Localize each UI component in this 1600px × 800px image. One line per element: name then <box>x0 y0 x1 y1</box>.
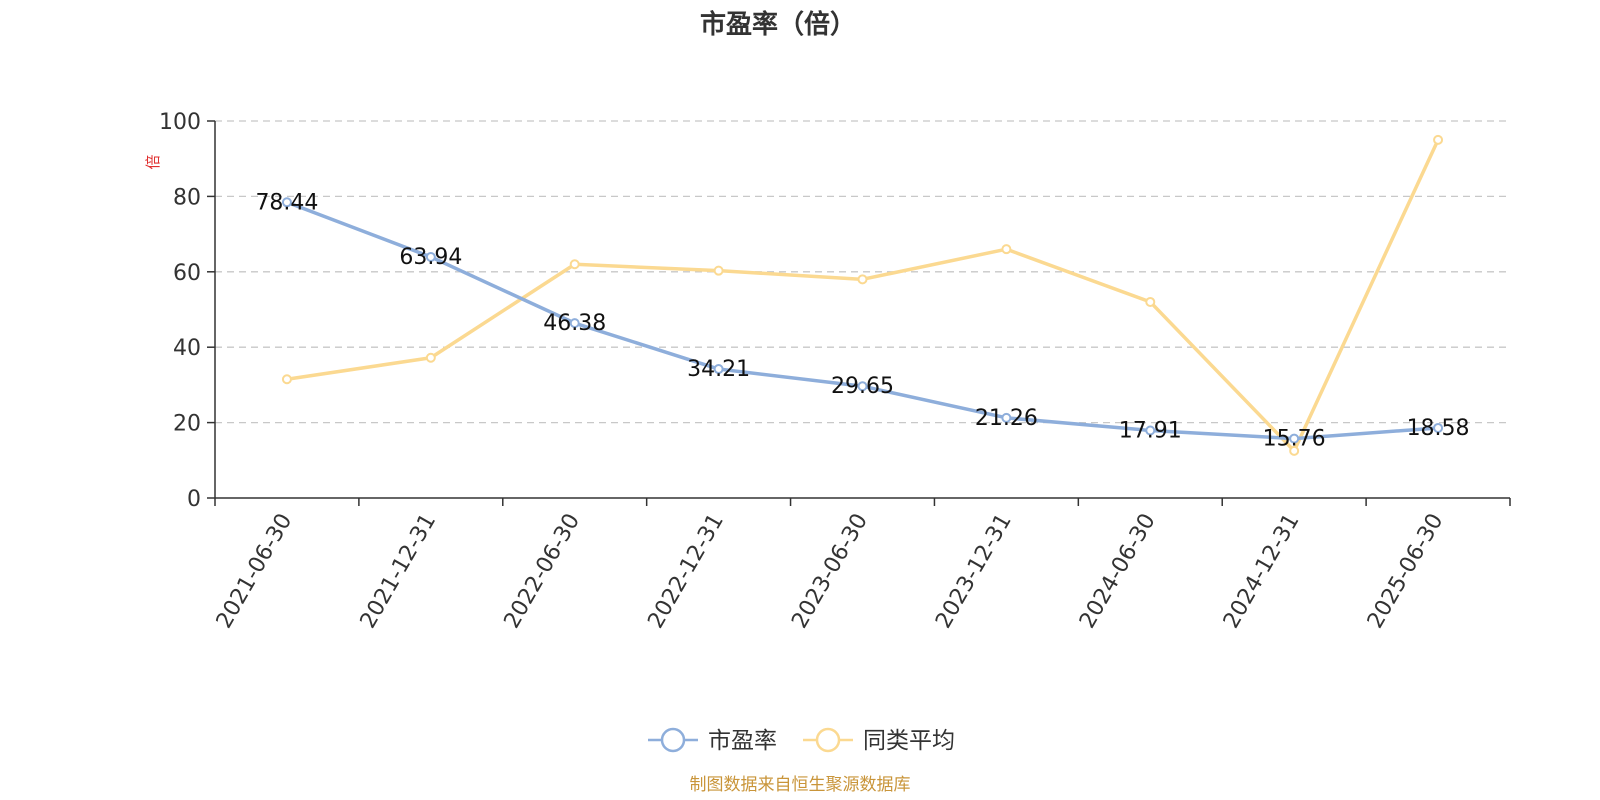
data-point[interactable] <box>713 265 724 276</box>
legend[interactable]: 市盈率 同类平均 <box>648 727 955 754</box>
data-label: 29.65 <box>831 374 894 399</box>
data-points <box>281 134 1444 456</box>
data-label: 78.44 <box>255 190 318 215</box>
y-tick-label: 20 <box>173 412 201 437</box>
data-point[interactable] <box>857 381 868 392</box>
source-note: 制图数据来自恒生聚源数据库 <box>690 775 911 795</box>
data-point[interactable] <box>569 318 580 329</box>
series-lines <box>286 139 1440 453</box>
y-tick-label: 40 <box>173 336 201 361</box>
y-axis-unit: 倍 <box>144 154 162 169</box>
x-tick-label: 2024-12-31 <box>1219 510 1305 633</box>
y-tick-label: 0 <box>187 487 201 512</box>
y-tick-label: 60 <box>173 261 201 286</box>
data-point[interactable] <box>425 352 436 363</box>
data-point[interactable] <box>1433 422 1444 433</box>
data-label: 21.26 <box>975 406 1038 431</box>
grid-lines: 0 20 40 60 80 100 <box>159 110 1510 512</box>
data-point[interactable] <box>857 274 868 285</box>
series-line-0 <box>286 200 1439 441</box>
x-tick-label: 2022-12-31 <box>643 510 729 633</box>
data-point[interactable] <box>281 374 292 385</box>
data-point[interactable] <box>1289 445 1300 456</box>
x-tick-label: 2022-06-30 <box>500 510 586 633</box>
data-label: 63.94 <box>399 245 462 270</box>
legend-item-0[interactable]: 市盈率 <box>648 727 777 754</box>
legend-label: 同类平均 <box>863 728 955 754</box>
x-tick-label: 2025-06-30 <box>1363 510 1449 633</box>
data-point[interactable] <box>713 364 724 375</box>
legend-marker <box>660 727 686 753</box>
data-point[interactable] <box>1145 425 1156 436</box>
data-point[interactable] <box>1001 244 1012 255</box>
data-point[interactable] <box>1001 412 1012 423</box>
y-tick-label: 80 <box>173 185 201 210</box>
data-point[interactable] <box>1289 433 1300 444</box>
data-label: 15.76 <box>1263 427 1326 452</box>
data-point[interactable] <box>425 251 436 262</box>
data-point[interactable] <box>1433 134 1444 145</box>
x-tick-label: 2023-06-30 <box>787 510 873 633</box>
data-point[interactable] <box>281 197 292 208</box>
legend-item-1[interactable]: 同类平均 <box>803 727 955 754</box>
legend-marker <box>815 727 841 753</box>
data-label: 46.38 <box>543 311 606 336</box>
series-line-1 <box>286 139 1440 453</box>
x-tick-label: 2021-12-31 <box>356 510 442 633</box>
data-point[interactable] <box>569 259 580 270</box>
data-label: 34.21 <box>687 357 750 382</box>
y-tick-label: 100 <box>159 110 201 135</box>
legend-label: 市盈率 <box>708 728 777 754</box>
x-tick-label: 2021-06-30 <box>212 510 298 633</box>
data-label: 17.91 <box>1119 418 1182 443</box>
x-tick-label: 2023-12-31 <box>931 510 1017 633</box>
data-point[interactable] <box>1145 296 1156 307</box>
chart-title: 市盈率（倍） <box>700 9 856 40</box>
data-labels: 78.44 63.94 46.38 34.21 29.65 21.26 17.91 15.76… <box>255 190 1469 451</box>
x-tick-label: 2024-06-30 <box>1075 510 1161 633</box>
data-label: 18.58 <box>1407 416 1470 441</box>
